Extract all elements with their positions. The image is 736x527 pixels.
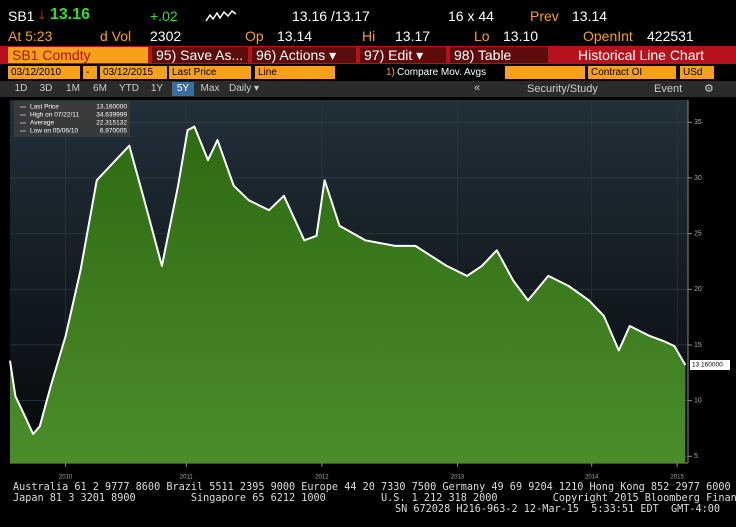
area: [10, 126, 686, 463]
x-tick-label: 2012: [315, 475, 329, 481]
toolbar: SB1 Comdty 95) Save As... 96) Actions ▾ 97…: [0, 46, 736, 64]
footer-line: Australia 61 2 9777 8600 Brazil 5511 239…: [13, 482, 731, 493]
open: 13.14: [277, 28, 313, 44]
vol: 2302: [150, 28, 182, 44]
end-date[interactable]: 03/12/2015: [100, 66, 167, 79]
last-price-label: 13.160000: [692, 362, 723, 369]
x-tick-label: 2013: [451, 475, 465, 481]
controls: 03/12/2010 - 03/12/2015 Last Price Line …: [0, 65, 736, 80]
bid-ask: 13.16 /13.17: [292, 8, 370, 24]
stats-value: 34.639999: [96, 112, 127, 119]
x-tick-label: 2011: [180, 475, 194, 481]
hi: 13.17: [395, 28, 431, 44]
stats-value: 6.970005: [100, 128, 127, 135]
time: At 5:23: [8, 28, 53, 44]
stats-box: [14, 101, 130, 137]
period-button[interactable]: 3D: [39, 83, 53, 94]
y-tick-label: 25: [694, 230, 702, 237]
last-price: 13.16: [50, 6, 91, 23]
compare-number: 1): [386, 67, 395, 78]
toolbar-button[interactable]: 96) Actions ▾: [252, 47, 356, 63]
prev-label: Prev: [530, 8, 559, 24]
y-tick-label: 35: [694, 119, 702, 126]
period-button[interactable]: YTD: [119, 83, 139, 94]
x-tick-label: 2015: [670, 475, 684, 481]
stats-label: Low on 05/06/10: [30, 128, 78, 135]
hi-label: Hi: [362, 28, 376, 44]
lo: 13.10: [503, 28, 539, 44]
toolbar-button[interactable]: 95) Save As...: [152, 47, 248, 63]
stats-value: 22.315132: [96, 120, 127, 127]
stats-label: Last Price: [30, 104, 59, 111]
period-button[interactable]: 5Y: [172, 82, 194, 96]
style-select[interactable]: Line: [255, 66, 335, 79]
lower-select[interactable]: Contract OI: [588, 66, 676, 79]
stats-label: High on 07/22/11: [30, 112, 79, 119]
toolbar-button[interactable]: 97) Edit ▾: [360, 47, 446, 63]
date-separator: -: [83, 66, 97, 79]
currency-select[interactable]: USd: [680, 66, 714, 79]
security-study[interactable]: Security/Study: [527, 83, 598, 95]
compare-label[interactable]: Compare Mov. Avgs: [397, 67, 487, 78]
direction: ↓: [38, 6, 46, 23]
footer-line: Japan 81 3 3201 8900 Singapore 65 6212 1…: [13, 493, 736, 504]
y-tick-label: 30: [694, 175, 702, 182]
field-select[interactable]: Last Price: [169, 66, 251, 79]
toolbar-title: Historical Line Chart: [578, 47, 705, 63]
line: [9, 125, 687, 435]
lo-label: Lo: [474, 28, 490, 44]
period-button[interactable]: 1Y: [150, 83, 164, 94]
size: 16 x 44: [448, 8, 494, 24]
chart: 5 10 15 20 25 30 35 2010 2011 2012 2013 2014 2015 13.…: [9, 100, 730, 481]
settings-icon[interactable]: ⚙: [704, 83, 714, 95]
x-tick-label: 2014: [585, 475, 599, 481]
change: +.02: [150, 8, 178, 24]
x-tick-label: 2010: [59, 475, 73, 481]
security-field[interactable]: SB1 Comdty: [8, 47, 148, 63]
prev: 13.14: [572, 8, 608, 24]
period-button[interactable]: 1M: [66, 83, 80, 94]
spacer-field[interactable]: [505, 66, 585, 79]
ticker: SB1: [8, 8, 35, 24]
nav-back[interactable]: «: [474, 82, 481, 94]
event[interactable]: Event: [654, 83, 683, 95]
y-tick-label: 15: [694, 342, 702, 349]
toolbar-button[interactable]: 98) Table: [450, 47, 548, 63]
last-price-tag: [690, 360, 730, 371]
open-label: Op: [245, 28, 264, 44]
period-button[interactable]: 6M: [93, 83, 107, 94]
period-button[interactable]: 1D: [14, 83, 28, 94]
y-tick-label: 20: [694, 286, 702, 293]
frequency[interactable]: Daily ▾: [229, 83, 260, 94]
sparkline-icon: [205, 9, 237, 22]
period-button[interactable]: Max: [200, 83, 220, 94]
stats-label: Average: [30, 120, 54, 127]
oi: 422531: [647, 28, 694, 44]
y-tick-label: 5: [694, 453, 698, 460]
start-date[interactable]: 03/12/2010: [8, 66, 80, 79]
period-bar: 1D 3D 1M 6M YTD 1Y 5Y Max Daily ▾ « Security/St…: [0, 81, 736, 97]
footer-line: SN 672028 H216-963-2 12-Mar-15 5:33:51 E…: [395, 504, 721, 515]
y-tick-label: 10: [694, 397, 702, 404]
oi-label: OpenInt: [583, 28, 633, 44]
vol-label: d Vol: [100, 28, 132, 44]
stats-value: 13.160000: [96, 104, 127, 111]
